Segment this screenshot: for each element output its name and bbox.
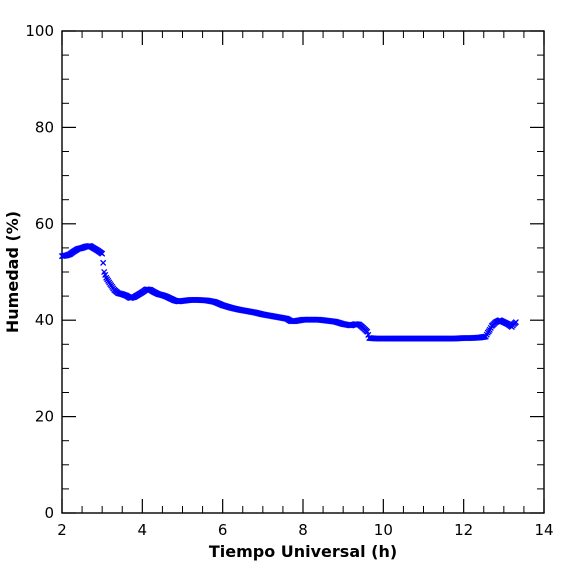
- y-tick-label: 40: [35, 311, 54, 329]
- data-point: [512, 319, 519, 326]
- x-tick-label: 8: [298, 521, 308, 539]
- y-tick-label: 0: [44, 504, 54, 522]
- tick-labels: 2 4 6 8 10 12 14 0 20 40 60 80 100: [25, 22, 553, 539]
- y-tick-label: 20: [35, 408, 54, 426]
- data-point: [99, 250, 106, 257]
- x-tick-label: 12: [454, 521, 473, 539]
- x-tick-label: 4: [138, 521, 148, 539]
- data-point: [100, 259, 107, 266]
- y-tick-label: 80: [35, 118, 54, 136]
- y-tick-label: 60: [35, 215, 54, 233]
- x-tick-label: 2: [57, 521, 67, 539]
- axis-ticks: [61, 30, 545, 514]
- y-axis-label: Humedad (%): [3, 211, 22, 333]
- x-axis-label: Tiempo Universal (h): [209, 542, 397, 561]
- x-tick-label: 10: [374, 521, 393, 539]
- plot-frame: [61, 30, 545, 514]
- x-tick-label: 14: [534, 521, 553, 539]
- data-points: [58, 242, 519, 342]
- y-tick-label: 100: [25, 22, 54, 40]
- x-tick-label: 6: [218, 521, 228, 539]
